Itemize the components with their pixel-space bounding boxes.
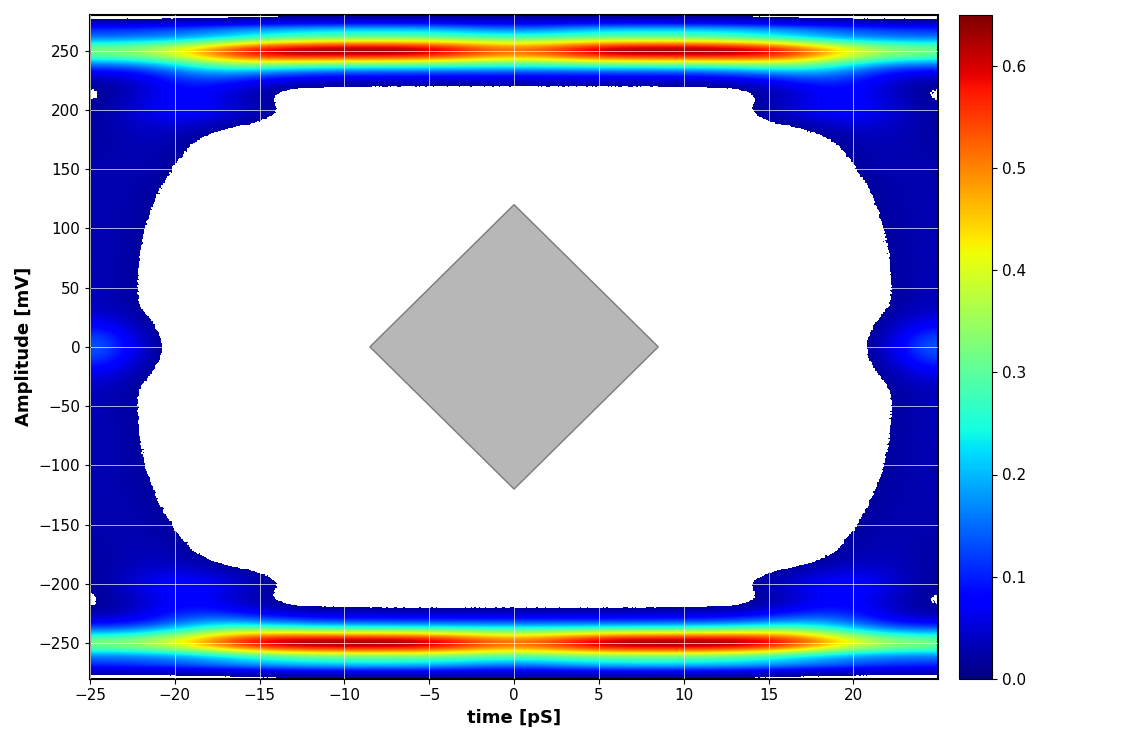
Polygon shape (370, 205, 658, 489)
Y-axis label: Amplitude [mV]: Amplitude [mV] (15, 267, 33, 427)
X-axis label: time [pS]: time [pS] (467, 709, 561, 727)
